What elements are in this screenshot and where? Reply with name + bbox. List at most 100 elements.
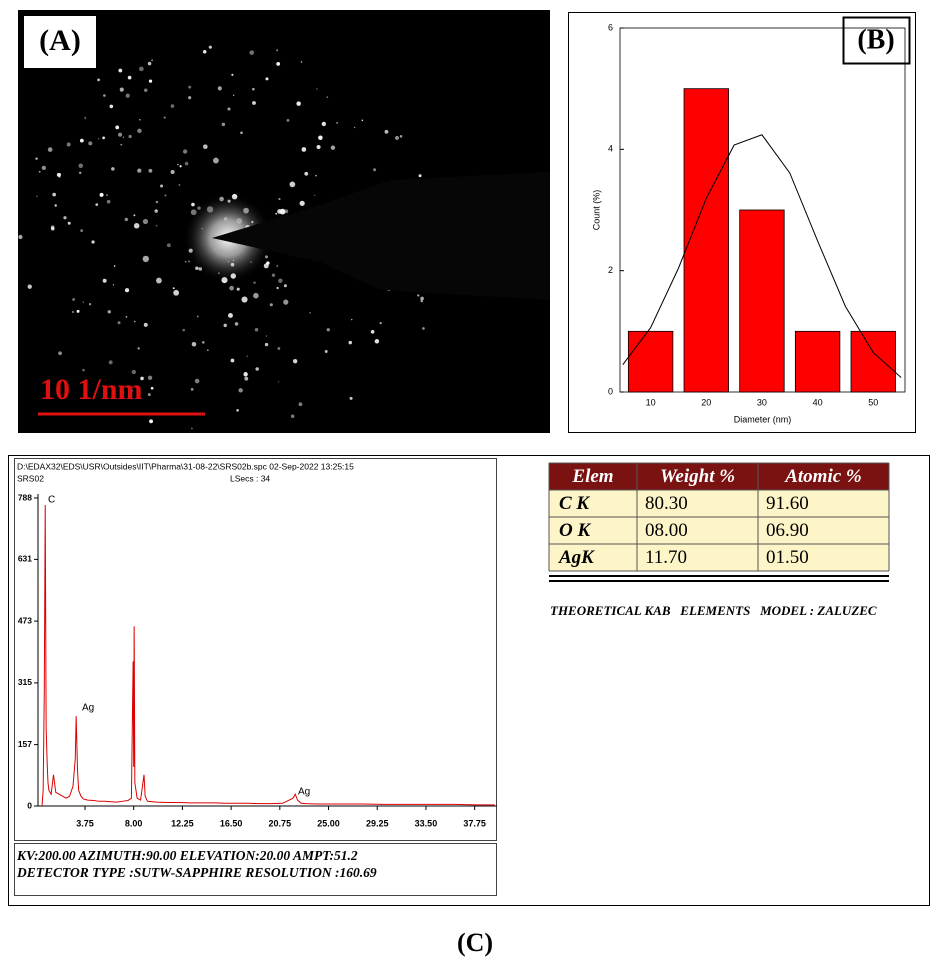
spot — [241, 296, 247, 302]
spot — [327, 328, 330, 331]
spot — [160, 184, 163, 187]
y-tick-label: 6 — [608, 22, 613, 32]
x-tick-label: 3.75 — [76, 818, 94, 828]
spot — [106, 194, 108, 196]
spot — [325, 350, 328, 353]
spot — [188, 86, 191, 89]
spot — [395, 136, 399, 140]
spot — [296, 101, 300, 105]
spot — [134, 223, 140, 229]
spot — [240, 131, 242, 133]
table-cell: O K — [559, 520, 591, 541]
spot — [107, 200, 111, 204]
table-cell: 91.60 — [766, 493, 809, 514]
y-axis-title: Count (%) — [591, 190, 601, 231]
x-tick-label: 37.75 — [463, 818, 486, 828]
spot — [68, 222, 71, 225]
spot — [277, 347, 280, 350]
spot — [227, 108, 230, 111]
bar — [628, 331, 673, 392]
spot — [284, 284, 287, 287]
spot — [180, 165, 182, 167]
spot — [134, 321, 136, 323]
bar — [740, 210, 785, 392]
spot — [88, 141, 92, 145]
x-tick-label: 16.50 — [220, 818, 243, 828]
spot — [167, 243, 171, 247]
spot — [148, 376, 152, 380]
spot — [185, 162, 189, 166]
spot — [231, 359, 235, 363]
spot — [218, 86, 222, 90]
spot — [253, 281, 255, 283]
spot — [118, 69, 122, 73]
spot — [222, 123, 226, 127]
spot — [304, 172, 308, 176]
spot — [278, 198, 280, 200]
spot — [249, 50, 254, 55]
spot — [315, 175, 317, 177]
spot — [322, 122, 326, 126]
file-header: D:\EDAX32\EDS\USR\Outsides\IIT\Pharma\31… — [17, 461, 354, 471]
spot — [233, 95, 234, 96]
spot — [133, 214, 135, 216]
y-tick-label: 2 — [608, 265, 613, 275]
spot — [301, 61, 303, 63]
spot — [266, 261, 269, 264]
table: ElemWeight %Atomic %C K80.3091.60O K08.0… — [549, 463, 889, 571]
spot — [276, 287, 278, 289]
spot — [327, 96, 329, 98]
spot — [109, 360, 113, 364]
spot — [191, 427, 193, 429]
spot — [203, 50, 207, 54]
spot — [277, 209, 282, 214]
x-tick-label: 12.25 — [171, 818, 194, 828]
table-cell: AgK — [558, 547, 595, 568]
spot — [207, 349, 209, 351]
spot — [103, 94, 106, 97]
x-tick-label: 40 — [813, 397, 823, 407]
spot — [275, 213, 277, 215]
spot — [422, 327, 425, 330]
spot — [100, 193, 104, 197]
spot — [156, 225, 158, 227]
spot — [111, 167, 115, 171]
spot — [351, 319, 352, 320]
spot — [247, 356, 248, 357]
spot — [129, 135, 132, 138]
spot — [83, 301, 84, 302]
spot — [143, 219, 148, 224]
instrument-info: DETECTOR TYPE :SUTW-SAPPHIRE RESOLUTION … — [16, 865, 377, 880]
spot — [28, 285, 32, 289]
y-tick-label: 0 — [27, 800, 32, 810]
spot — [125, 288, 129, 292]
spot — [276, 49, 278, 51]
spot — [302, 147, 307, 152]
spot — [84, 117, 86, 119]
spot — [283, 300, 288, 305]
spot — [276, 62, 280, 66]
bar — [684, 89, 729, 392]
spot — [171, 170, 175, 174]
x-tick-label: 10 — [646, 397, 656, 407]
spot — [300, 201, 305, 206]
spot — [224, 324, 227, 327]
spot — [331, 146, 335, 150]
spot — [123, 137, 124, 138]
spot — [213, 158, 219, 164]
spot — [126, 316, 128, 318]
spot — [125, 218, 128, 221]
spot — [164, 194, 166, 196]
spectrum-frame — [15, 459, 497, 841]
scale-label: 10 1/nm — [40, 373, 143, 406]
spot — [89, 303, 91, 305]
spot — [126, 94, 130, 98]
spot — [192, 342, 197, 347]
x-tick-label: 20.75 — [269, 818, 292, 828]
spot — [78, 163, 83, 168]
table-cell: 11.70 — [645, 547, 687, 568]
spot — [79, 172, 81, 174]
spot — [177, 164, 178, 165]
table-header: Atomic % — [784, 466, 862, 487]
spot — [373, 168, 376, 171]
